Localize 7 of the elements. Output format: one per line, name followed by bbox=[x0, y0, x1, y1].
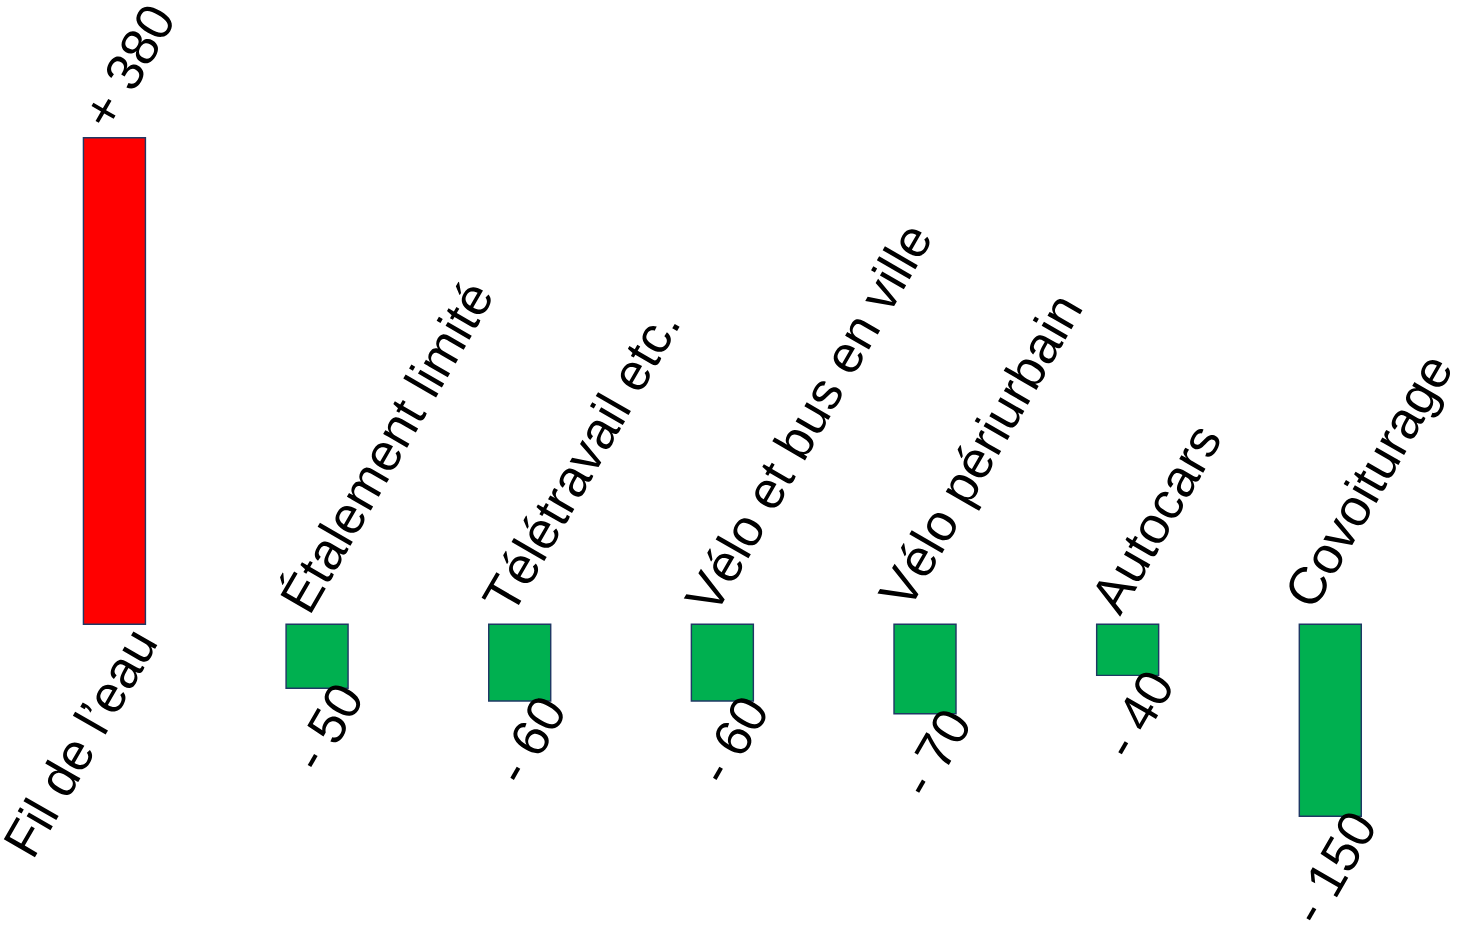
data-label: - 150 bbox=[1306, 813, 1374, 921]
data-label: - 60 bbox=[713, 698, 766, 780]
data-label: - 50 bbox=[307, 685, 361, 767]
data-label: - 40 bbox=[1118, 672, 1171, 755]
data-label: + 380 bbox=[91, 6, 172, 123]
data-label: - 70 bbox=[914, 710, 969, 793]
data-label: - 60 bbox=[510, 698, 563, 780]
